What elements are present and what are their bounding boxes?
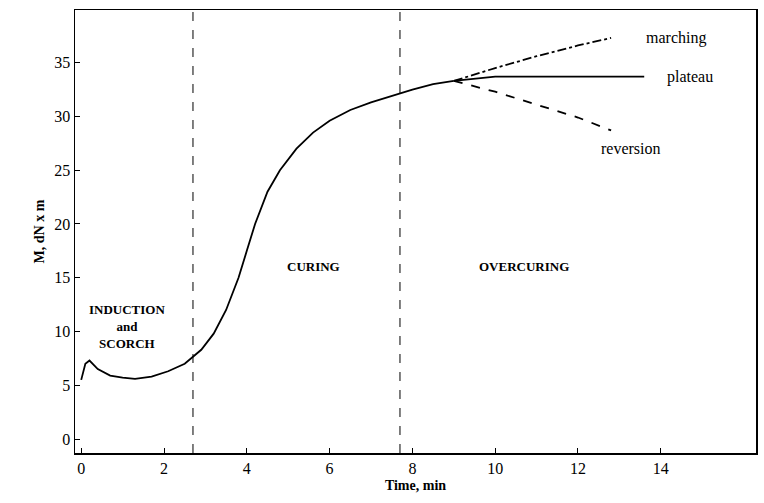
svg-text:plateau: plateau [667,68,713,86]
svg-text:14: 14 [653,460,669,477]
svg-text:25: 25 [54,162,70,179]
svg-text:Time, min: Time, min [385,478,446,493]
svg-text:reversion: reversion [601,140,661,157]
svg-text:20: 20 [54,216,70,233]
svg-text:M, dN x m: M, dN x m [32,199,47,263]
svg-text:10: 10 [487,460,503,477]
svg-text:6: 6 [326,460,334,477]
svg-text:35: 35 [54,54,70,71]
svg-text:8: 8 [408,460,416,477]
svg-text:CURING: CURING [287,259,340,274]
svg-text:0: 0 [62,431,70,448]
svg-text:2: 2 [160,460,168,477]
svg-text:12: 12 [570,460,586,477]
svg-text:0: 0 [77,460,85,477]
svg-text:10: 10 [54,323,70,340]
svg-text:OVERCURING: OVERCURING [479,259,569,274]
svg-text:marching: marching [646,29,706,47]
svg-text:15: 15 [54,269,70,286]
svg-text:INDUCTIONandSCORCH: INDUCTIONandSCORCH [89,302,165,351]
svg-text:4: 4 [243,460,251,477]
svg-text:5: 5 [62,377,70,394]
svg-text:30: 30 [54,108,70,125]
